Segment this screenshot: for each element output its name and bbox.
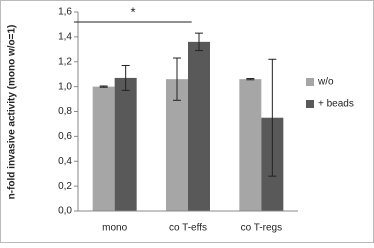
legend-label: w/o [317,77,334,88]
legend-label: + beads [318,99,354,110]
significance-label: * [130,4,135,19]
bar [188,41,210,211]
bar [239,79,262,211]
x-tick-label: co T-regs [241,223,283,234]
y-tick-label: 0,0 [58,206,72,217]
y-tick-label: 0,8 [58,106,72,117]
legend-swatch [306,100,314,108]
y-tick-label: 1,4 [58,32,72,43]
y-tick-label: 1,0 [58,81,72,92]
error-bar [173,57,181,101]
chart: n-fold invasive activity (mono w/o=1) 0,… [0,0,374,243]
error-bar [121,64,130,91]
y-tick-label: 1,6 [58,7,72,18]
y-tick-label: 0,2 [58,181,72,192]
bar [92,86,115,211]
error-bar [195,32,203,52]
legend-swatch [306,78,314,86]
y-tick-label: 0,6 [58,131,72,142]
bar [166,79,188,211]
bar [114,77,137,211]
error-bar [268,58,277,177]
error-bar [99,85,108,88]
y-tick-label: 0,4 [58,156,72,167]
error-bar [246,78,255,81]
y-axis-label: n-fold invasive activity (mono w/o=1) [7,25,18,200]
x-tick-label: co T-effs [169,223,207,234]
y-tick-label: 1,2 [58,56,72,67]
x-tick-label: mono [102,223,127,234]
